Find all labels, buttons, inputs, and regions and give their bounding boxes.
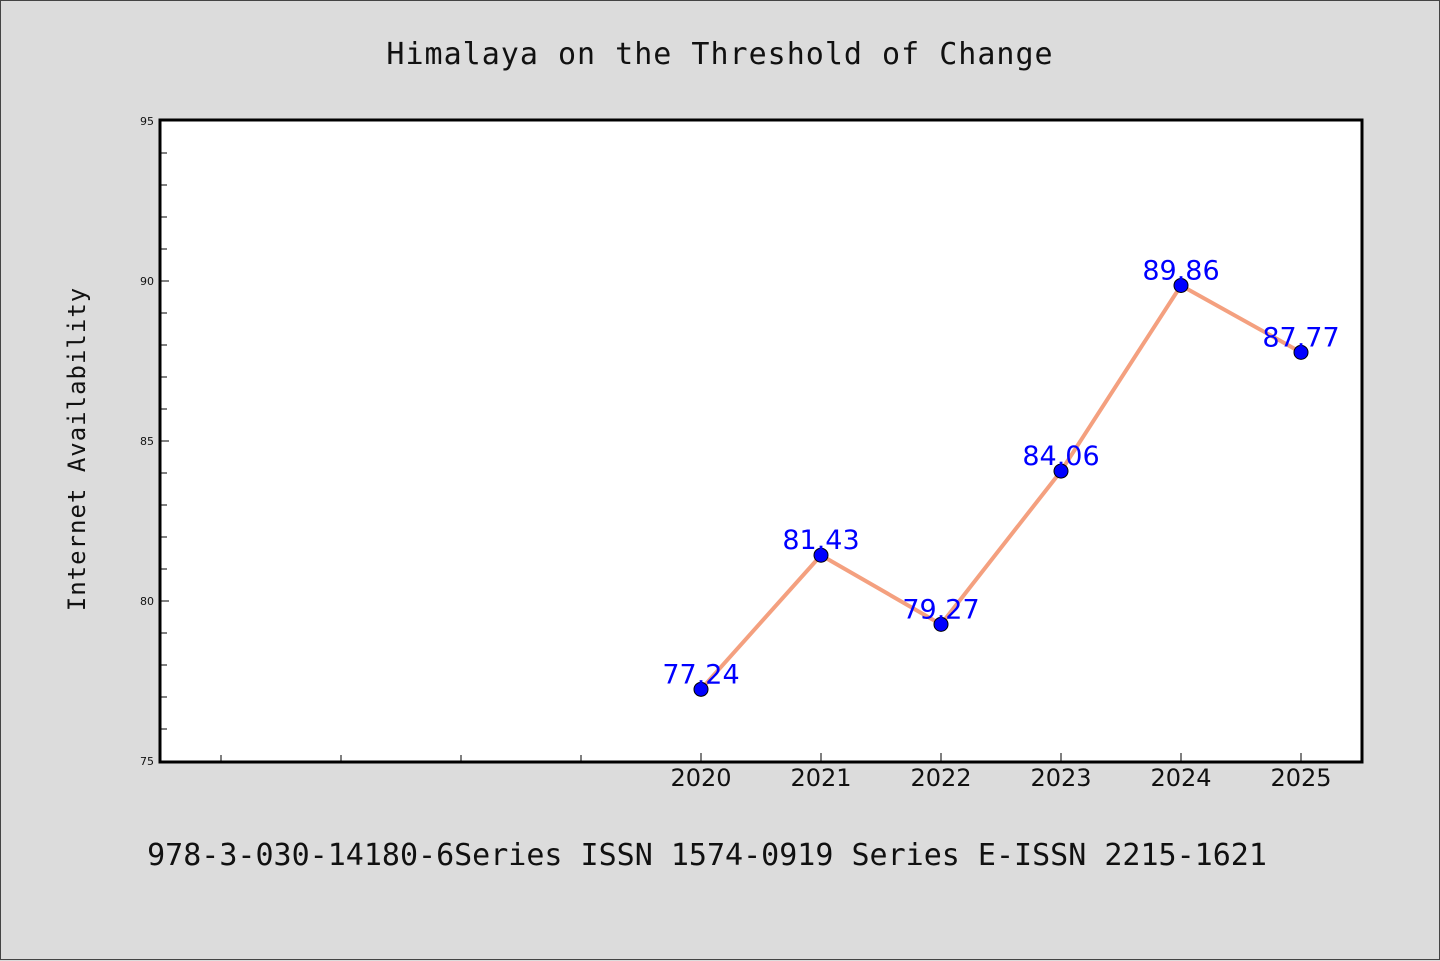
data-label: 84.06 bbox=[1022, 441, 1099, 472]
data-labels: 77.24 81.43 79.27 84.06 89.86 87.77 bbox=[662, 255, 1339, 690]
data-label: 87.77 bbox=[1262, 322, 1339, 353]
chart-title: Himalaya on the Threshold of Change bbox=[386, 37, 1053, 72]
data-point bbox=[1173, 277, 1189, 293]
series-line bbox=[699, 283, 1302, 691]
data-label: 77.24 bbox=[662, 659, 739, 690]
axis-ticks: 75 80 85 90 95 2020 2021 2022 2023 2024 2025 bbox=[140, 115, 1332, 792]
plot-area bbox=[158, 118, 1364, 764]
series-line-group bbox=[699, 283, 1302, 691]
data-label: 89.86 bbox=[1142, 255, 1219, 286]
y-axis-label: Internet Availability bbox=[63, 287, 91, 611]
data-point bbox=[1293, 344, 1309, 360]
data-label: 81.43 bbox=[782, 525, 859, 556]
footer-issn-text: 978-3-030-14180-6Series ISSN 1574-0919 S… bbox=[147, 838, 1267, 873]
x-tick-label: 2021 bbox=[790, 764, 851, 792]
data-point bbox=[693, 681, 709, 697]
y-tick-label: 90 bbox=[140, 275, 154, 288]
x-tick-label: 2023 bbox=[1030, 764, 1091, 792]
data-point bbox=[1053, 463, 1069, 479]
y-tick-label: 95 bbox=[140, 115, 154, 128]
x-tick-label: 2024 bbox=[1150, 764, 1211, 792]
x-tick-label: 2022 bbox=[910, 764, 971, 792]
x-tick-label: 2020 bbox=[670, 764, 731, 792]
data-point bbox=[813, 547, 829, 563]
y-tick-label: 75 bbox=[140, 755, 154, 768]
data-points bbox=[693, 277, 1309, 697]
y-tick-label: 85 bbox=[140, 435, 154, 448]
x-tick-label: 2025 bbox=[1270, 764, 1331, 792]
data-label: 79.27 bbox=[902, 594, 979, 625]
y-tick-label: 80 bbox=[140, 595, 154, 608]
data-point bbox=[933, 616, 949, 632]
